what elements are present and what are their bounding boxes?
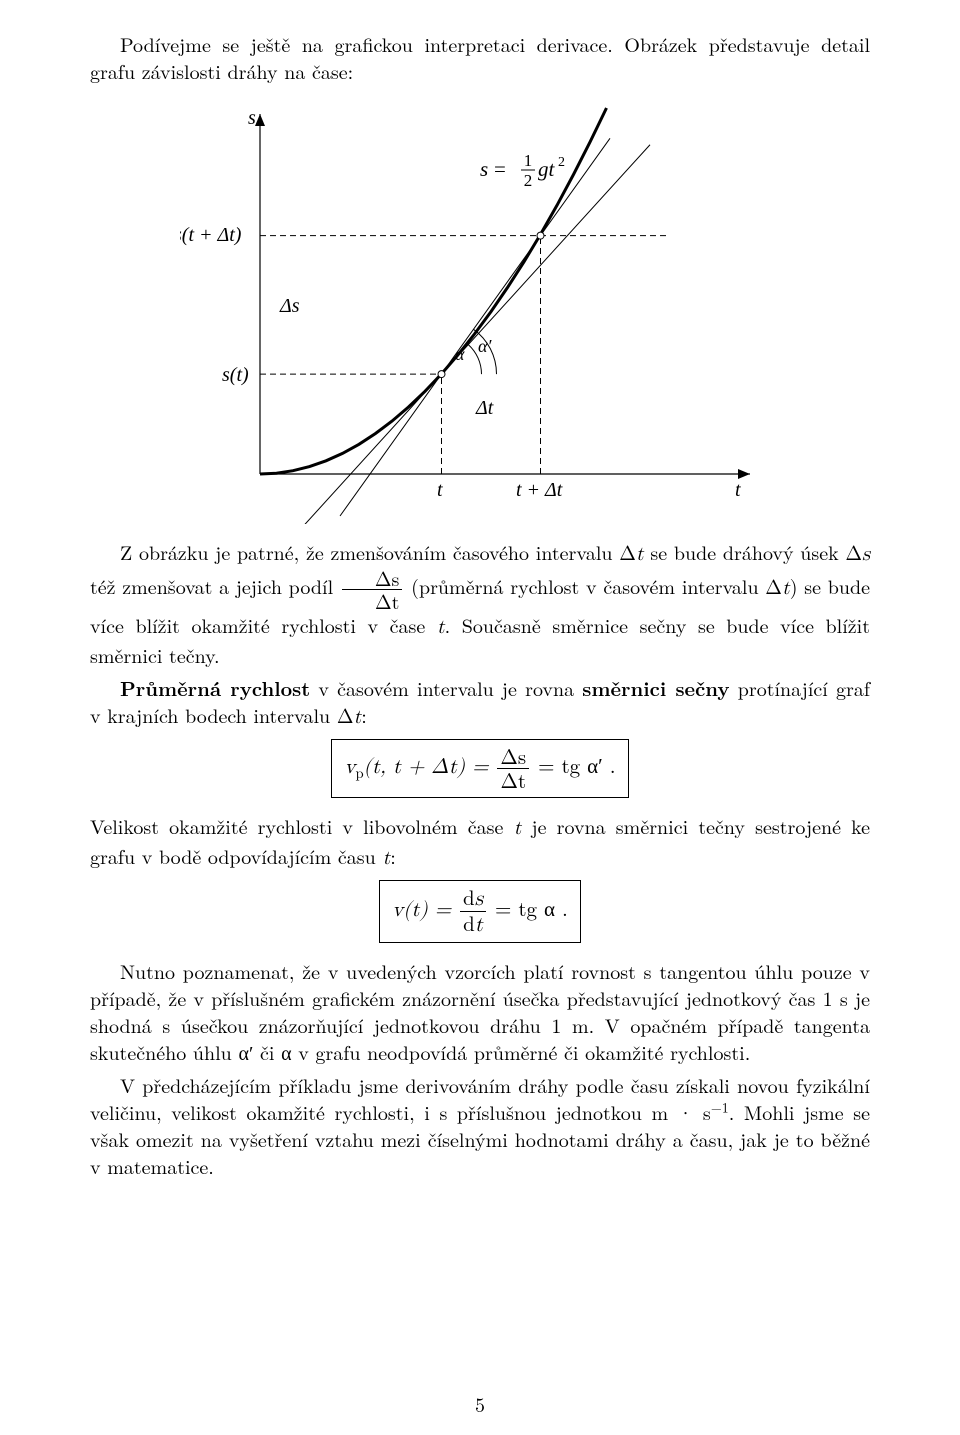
p1-c: též zmenšovat a jejich podíl — [90, 571, 340, 600]
eq2-frac: dsdt — [460, 887, 486, 936]
label-s-t: s(t) — [222, 364, 249, 386]
eq1-frac: ΔsΔt — [497, 746, 529, 791]
svg-text:s: s — [480, 157, 488, 181]
page: Podívejme se ještě na grafickou interpre… — [0, 0, 960, 1435]
label-s-t-dt: s(t + Δt) — [180, 224, 242, 246]
label-t-plus-dt: t + Δt — [516, 479, 563, 501]
sym-t-1: t — [636, 544, 644, 564]
paragraph-2: Průměrná rychlost v časovém intervalu je… — [90, 674, 870, 731]
sym-t-6: t — [382, 848, 390, 868]
frac-ds-dt: ΔsΔt — [342, 568, 403, 611]
svg-text:gt: gt — [538, 157, 556, 181]
frac-den: Δt — [342, 589, 403, 611]
sym-t-2: t — [782, 578, 790, 598]
label-y-axis: s — [248, 107, 256, 129]
label-delta-s: Δs — [279, 295, 300, 317]
p3-a: Velikost okamžité rychlosti v libovolném… — [90, 811, 514, 840]
paragraph-3: Velikost okamžité rychlosti v libovolném… — [90, 812, 870, 872]
graph-svg: s t s(t + Δt) s(t) Δs t Δt t + Δt α α′ s… — [180, 94, 780, 524]
paragraph-4: Nutno poznamenat, že v uvedených vzorcíc… — [90, 957, 870, 1065]
eq2-lhs: v(t) = — [392, 900, 458, 921]
eq1-v: v — [344, 757, 355, 778]
x-axis-arrow — [738, 469, 750, 479]
paragraph-5: V předcházejícím příkladu jsme derivován… — [90, 1071, 870, 1179]
label-delta-t: Δt — [475, 397, 494, 419]
p2-e: : — [361, 700, 367, 729]
eq2-den: dt — [460, 911, 486, 936]
equation-2-box: v(t) = dsdt = tg α . — [379, 880, 581, 943]
label-alpha: α — [455, 344, 465, 364]
eq1-rhs: = tg α′ . — [531, 750, 615, 780]
svg-text:1: 1 — [524, 151, 533, 170]
label-alpha-prime: α′ — [478, 336, 492, 356]
equation-1-box: vp(t, t + Δt) = ΔsΔt = tg α′ . — [331, 739, 628, 798]
point-tdt — [537, 232, 544, 239]
p1-d: (průměrná rychlost v časovém intervalu Δ — [404, 571, 782, 600]
curve-formula: s = 1 2 gt 2 — [480, 151, 565, 190]
sym-s-1: s — [862, 544, 870, 564]
p2-bold-a: Průměrná rychlost — [120, 673, 310, 702]
paragraph-1: Z obrázku je patrné, že zmenšováním časo… — [90, 538, 870, 668]
p2-bold-c: směrnici sečny — [582, 673, 729, 702]
parabola-curve — [260, 108, 607, 474]
p1-a: Z obrázku je patrné, že zmenšováním časo… — [120, 537, 636, 566]
eq2-rhs: = tg α . — [488, 893, 568, 923]
intro-paragraph: Podívejme se ještě na grafickou interpre… — [90, 30, 870, 84]
eq1-args: (t, t + Δt) = — [364, 757, 496, 778]
secant-line — [340, 138, 610, 516]
p1-b: se bude dráhový úsek Δ — [644, 537, 862, 566]
y-axis-arrow — [255, 114, 265, 126]
svg-text:2: 2 — [558, 155, 565, 170]
label-x-axis: t — [735, 479, 741, 501]
graph-figure: s t s(t + Δt) s(t) Δs t Δt t + Δt α α′ s… — [180, 94, 780, 524]
p5-exp: −1 — [711, 1097, 729, 1117]
svg-text:=: = — [494, 157, 506, 181]
p2-b: v časovém intervalu je rovna — [310, 673, 582, 702]
point-t — [438, 371, 445, 378]
label-t: t — [437, 479, 443, 501]
svg-text:2: 2 — [524, 171, 533, 190]
sym-t-3: t — [437, 617, 445, 637]
eq1-sub: p — [356, 762, 364, 783]
page-number: 5 — [0, 1390, 960, 1417]
eq1-den: Δt — [497, 768, 529, 791]
